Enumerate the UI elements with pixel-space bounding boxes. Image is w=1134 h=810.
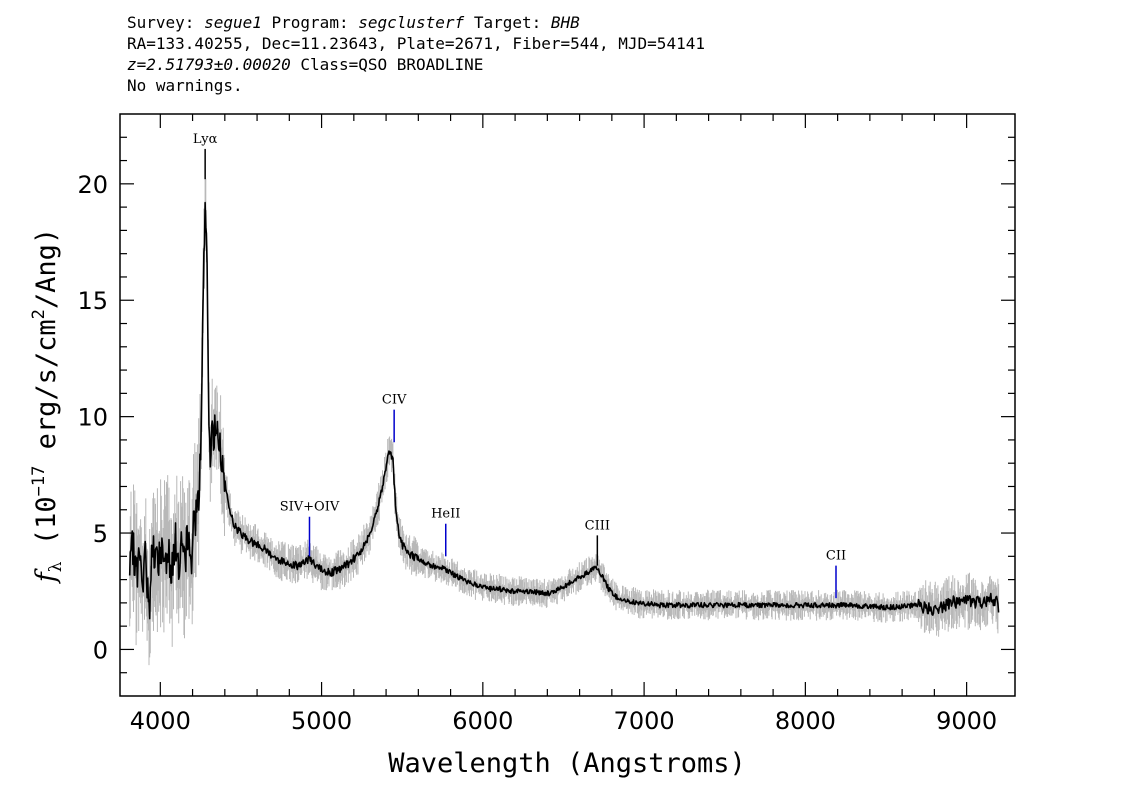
emission-line-label: CII bbox=[826, 549, 846, 564]
header-line-redshift: z=2.51793±0.00020 Class=QSO BROADLINE bbox=[127, 54, 705, 75]
redshift-value: z=2.51793±0.00020 bbox=[127, 55, 291, 74]
program-value: segclusterf bbox=[358, 13, 465, 32]
plot-frame bbox=[119, 113, 1016, 697]
x-tick-label: 9000 bbox=[936, 707, 997, 735]
target-label: Target: bbox=[473, 13, 542, 32]
flux-layer bbox=[128, 201, 1000, 620]
x-tick-label: 6000 bbox=[452, 707, 513, 735]
spectrum-header: Survey: segue1 Program: segclusterf Targ… bbox=[127, 12, 705, 96]
x-tick-label: 8000 bbox=[775, 707, 836, 735]
y-tick-label: 10 bbox=[77, 404, 108, 432]
x-tick-label: 7000 bbox=[614, 707, 675, 735]
survey-value: segue1 bbox=[204, 13, 262, 32]
flux-series-line bbox=[128, 201, 1000, 620]
survey-label: Survey: bbox=[127, 13, 195, 32]
header-line-warnings: No warnings. bbox=[127, 76, 243, 95]
y-tick-label: 15 bbox=[77, 287, 108, 315]
axis-ticks-layer: 4000 5000 6000 7000 8000 9000 0 5 10 15 20 bbox=[77, 114, 1015, 735]
emission-line-label: CIV bbox=[382, 393, 407, 408]
emission-line-label: Lyα bbox=[193, 132, 218, 147]
y-tick-label: 5 bbox=[93, 520, 108, 548]
header-line-survey: Survey: segue1 Program: segclusterf Targ… bbox=[127, 12, 705, 33]
class-value: Class=QSO BROADLINE bbox=[300, 55, 484, 74]
x-tick-label: 5000 bbox=[291, 707, 352, 735]
program-label: Program: bbox=[271, 13, 349, 32]
target-value: BHB bbox=[550, 13, 580, 32]
y-axis-label: fλ (10−17 erg/s/cm2/Ang) bbox=[29, 228, 66, 584]
x-tick-label: 4000 bbox=[130, 707, 191, 735]
emission-line-label: SIV+OIV bbox=[280, 500, 340, 515]
y-tick-label: 0 bbox=[93, 636, 108, 664]
y-tick-label: 20 bbox=[77, 171, 108, 199]
header-line-coordinates: RA=133.40255, Dec=11.23643, Plate=2671, … bbox=[127, 34, 705, 53]
emission-line-label: CIII bbox=[585, 518, 610, 533]
line-markers-layer: Lyα SIV+OIV CIV HeII CIII CII bbox=[193, 132, 846, 599]
emission-line-label: HeII bbox=[431, 507, 460, 522]
x-axis-label: Wavelength (Angstroms) bbox=[388, 748, 746, 779]
